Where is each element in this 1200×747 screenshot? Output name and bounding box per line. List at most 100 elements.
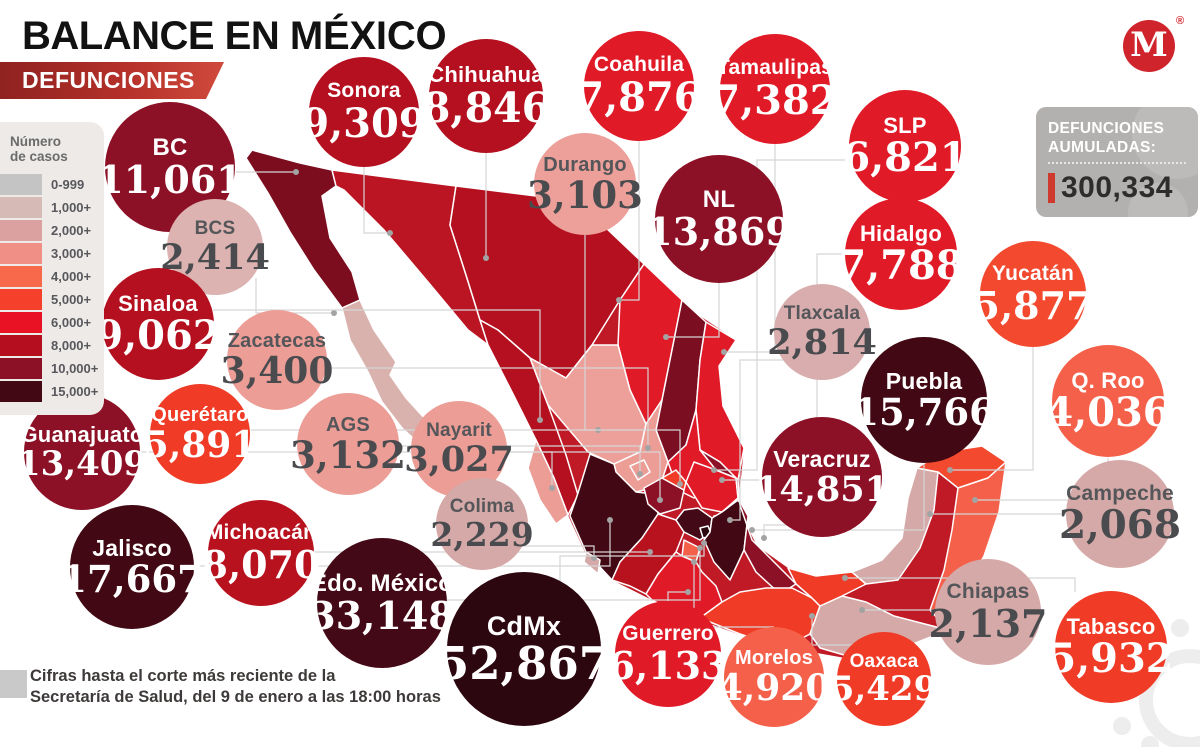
legend-label: 2,000+ bbox=[51, 223, 92, 238]
leader-line bbox=[950, 347, 1034, 471]
state-value: 6,821 bbox=[842, 134, 968, 182]
state-bubble-chiapas: Chiapas 2,137 bbox=[929, 559, 1048, 665]
legend: Número de casos 0-999 1,000+ 2,000+ 3,000+ 4… bbox=[0, 122, 104, 415]
leader-dot bbox=[727, 517, 733, 523]
leader-dot bbox=[537, 417, 543, 423]
state-bubble-nl: NL 13,869 bbox=[646, 155, 792, 283]
leader-dot bbox=[719, 477, 725, 483]
total-deaths-label: DEFUNCIONES AUMULADAS: bbox=[1048, 119, 1186, 157]
legend-label: 3,000+ bbox=[51, 246, 92, 261]
state-bubble-chihuahua: Chihuahua 8,846 bbox=[422, 39, 550, 153]
footnote: Cifras hasta el corte más reciente de la… bbox=[30, 666, 441, 707]
legend-label: 8,000+ bbox=[51, 338, 92, 353]
state-value: 7,788 bbox=[838, 242, 964, 290]
state-value: 7,382 bbox=[712, 76, 838, 124]
state-value: 3,400 bbox=[220, 350, 334, 392]
legend-label: 0-999 bbox=[51, 177, 85, 192]
state-name: Yucatán bbox=[992, 262, 1074, 286]
legend-item: 0-999 bbox=[0, 173, 104, 196]
legend-swatch bbox=[0, 312, 42, 333]
total-deaths-value: 300,334 bbox=[1061, 171, 1173, 204]
leader-dot bbox=[657, 497, 663, 503]
state-value: 2,068 bbox=[1058, 502, 1182, 549]
leader-dot bbox=[607, 517, 613, 523]
state-bubble-q-roo: Q. Roo 4,036 bbox=[1045, 345, 1171, 457]
state-name: BC bbox=[152, 133, 188, 161]
state-name: Morelos bbox=[734, 647, 814, 669]
registered-mark-icon: ® bbox=[1176, 15, 1185, 27]
state-bubble-jalisco: Jalisco 17,667 bbox=[61, 505, 203, 629]
state-name: Chiapas bbox=[946, 580, 1030, 604]
map-state-nayarit bbox=[527, 439, 569, 525]
leader-line bbox=[619, 141, 640, 301]
legend-swatch bbox=[0, 220, 42, 241]
leader-dot bbox=[749, 527, 755, 533]
state-value: 15,766 bbox=[853, 390, 995, 435]
state-bubble-yucat-n: Yucatán 5,877 bbox=[974, 241, 1093, 347]
page-title-bold: MÉXICO bbox=[289, 14, 447, 58]
state-name: Durango bbox=[543, 153, 627, 176]
legend-item: 3,000+ bbox=[0, 242, 104, 265]
leader-dot bbox=[293, 169, 299, 175]
state-bubble-puebla: Puebla 15,766 bbox=[853, 337, 995, 463]
leader-line bbox=[714, 159, 849, 471]
leader-line bbox=[326, 367, 649, 448]
dotted-divider bbox=[1048, 162, 1186, 164]
state-name: Zacatecas bbox=[227, 330, 327, 352]
state-name: Michoacán bbox=[205, 521, 317, 545]
state-name: Puebla bbox=[885, 367, 963, 394]
leader-dot bbox=[616, 297, 622, 303]
state-name: Campeche bbox=[1066, 481, 1174, 505]
state-name: Sonora bbox=[327, 79, 401, 103]
state-name: Coahuila bbox=[593, 53, 685, 77]
legend-label: 5,000+ bbox=[51, 292, 92, 307]
state-name: AGS bbox=[326, 413, 370, 436]
state-value: 5,932 bbox=[1048, 635, 1174, 683]
leader-line bbox=[845, 577, 1076, 592]
state-value: 52,867 bbox=[437, 637, 611, 691]
state-name: Tabasco bbox=[1066, 613, 1156, 639]
milenio-logo[interactable]: M bbox=[1123, 20, 1175, 72]
footnote-swatch bbox=[0, 670, 27, 698]
logo-m-letter: M bbox=[1130, 24, 1168, 65]
legend-item: 10,000+ bbox=[0, 357, 104, 380]
red-accent-bar bbox=[1048, 173, 1055, 203]
leader-dot bbox=[645, 445, 651, 451]
state-value: 2,814 bbox=[767, 321, 877, 363]
legend-swatch bbox=[0, 335, 42, 356]
state-bubble-michoac-n: Michoacán 8,070 bbox=[202, 500, 321, 606]
leader-dot bbox=[972, 497, 978, 503]
state-bubble-coahuila: Coahuila 7,876 bbox=[576, 31, 702, 141]
leader-dot bbox=[691, 559, 697, 565]
legend-title-line1: Número bbox=[10, 134, 62, 149]
page-title-regular: BALANCE EN bbox=[22, 14, 290, 58]
state-bubble-edo-m-xico: Edo. México 33,148 bbox=[309, 538, 455, 668]
state-value: 2,229 bbox=[430, 514, 534, 554]
legend-label: 10,000+ bbox=[51, 361, 99, 376]
leader-dot bbox=[483, 255, 489, 261]
leader-dot bbox=[647, 549, 653, 555]
legend-swatch bbox=[0, 243, 42, 264]
leader-line bbox=[213, 309, 541, 420]
state-bubble-veracruz: Veracruz 14,851 bbox=[755, 417, 889, 537]
state-value: 17,667 bbox=[61, 557, 203, 602]
state-value: 11,061 bbox=[97, 157, 243, 203]
state-name: SLP bbox=[883, 112, 927, 138]
leader-dot bbox=[721, 349, 727, 355]
state-name: NL bbox=[702, 185, 736, 213]
state-value: 7,876 bbox=[576, 73, 702, 121]
legend-rows: 0-999 1,000+ 2,000+ 3,000+ 4,000+ 5,000+ 6,000… bbox=[0, 173, 104, 403]
leader-line bbox=[559, 543, 705, 581]
state-value: 2,137 bbox=[928, 600, 1048, 646]
state-value: 8,846 bbox=[421, 83, 551, 132]
state-bubble-guerrero: Guerrero 6,133 bbox=[609, 601, 728, 707]
legend-swatch bbox=[0, 381, 42, 402]
leader-dot bbox=[809, 613, 815, 619]
state-name: Jalisco bbox=[92, 534, 172, 561]
legend-item: 15,000+ bbox=[0, 380, 104, 403]
state-value: 9,062 bbox=[95, 312, 221, 360]
state-bubble-sonora: Sonora 9,309 bbox=[301, 57, 427, 167]
leader-dot bbox=[387, 230, 393, 236]
legend-item: 6,000+ bbox=[0, 311, 104, 334]
leader-dot bbox=[701, 540, 707, 546]
